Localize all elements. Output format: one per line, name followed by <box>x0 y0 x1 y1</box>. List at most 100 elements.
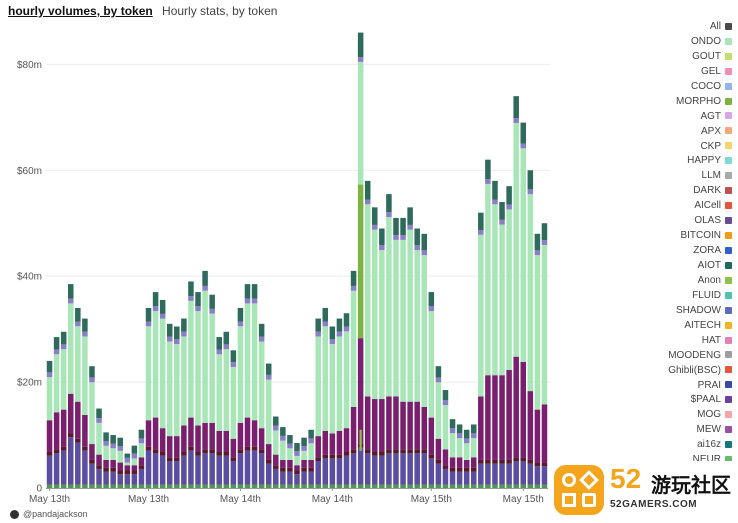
legend-item[interactable]: $PAAL <box>602 393 732 408</box>
bar-segment-prai <box>258 453 265 485</box>
legend-item[interactable]: MOG <box>602 408 732 423</box>
legend-item[interactable]: Ghibli(BSC) <box>602 364 732 379</box>
bar-segment-prai <box>308 471 314 485</box>
legend-item[interactable]: MEW <box>602 423 732 438</box>
bar-segment-ondo <box>159 318 166 429</box>
bar-segment-prai <box>478 463 484 485</box>
legend-label: GOUT <box>692 50 721 62</box>
bar-segment-aiot <box>386 194 392 213</box>
bar-segment-ondo <box>308 443 314 460</box>
legend-item[interactable]: All <box>602 20 732 35</box>
bar-segment-shadow <box>435 377 442 383</box>
bar-segment-aiot <box>513 96 519 119</box>
bar-segment-base <box>456 484 463 488</box>
bar-segment-paal <box>60 409 67 447</box>
bar-segment-prai <box>372 455 378 485</box>
bar-segment-dark <box>301 467 307 472</box>
bar-segment-dark <box>400 449 406 454</box>
bar-segment-base <box>315 484 321 488</box>
bar-segment-dark <box>131 470 138 475</box>
legend-item[interactable]: DARK <box>602 184 732 199</box>
bar-segment-ondo <box>287 448 293 460</box>
bar-segment-morpho <box>357 184 364 339</box>
legend-item[interactable]: ONDO <box>602 35 732 50</box>
chart-title-link[interactable]: hourly volumes, by token <box>8 4 153 18</box>
bar-segment-dark <box>471 467 477 472</box>
legend-item[interactable]: MORPHO <box>602 95 732 110</box>
bar-segment-base <box>145 484 152 488</box>
legend-label: MEW <box>696 424 721 436</box>
legend-item[interactable]: HAPPY <box>602 154 732 169</box>
bar-segment-shadow <box>110 443 116 449</box>
bar-segment-base <box>350 484 357 488</box>
bar-segment-shadow <box>138 438 145 444</box>
bar-segment-prai <box>492 463 498 485</box>
bar-segment-aiot <box>195 292 201 307</box>
bar-segment-base <box>110 484 116 488</box>
bar-segment-aiot <box>280 427 286 436</box>
bar-segment-paal <box>159 428 166 452</box>
bar-segment-prai <box>223 455 230 485</box>
bar-segment-ondo <box>152 311 159 418</box>
bar-segment-dark <box>110 467 116 472</box>
legend-item[interactable]: AIOT <box>602 259 732 274</box>
bar-segment-ondo <box>273 430 279 455</box>
legend-item[interactable]: AGT <box>602 110 732 125</box>
bar-segment-shadow <box>273 425 279 431</box>
legend-item[interactable]: AICell <box>602 199 732 214</box>
legend-item[interactable]: NEUR <box>602 453 732 468</box>
bar-segment-aiot <box>202 270 208 286</box>
y-tick-label: 0 <box>36 484 42 495</box>
bar-segment-paal <box>82 414 88 447</box>
bar-segment-paal <box>89 444 95 460</box>
legend-item[interactable]: Anon <box>602 274 732 289</box>
legend-item[interactable]: COCO <box>602 80 732 95</box>
bar-segment-aiot <box>273 416 279 426</box>
bar-segment-ondo <box>520 148 527 362</box>
bar-segment-prai <box>499 463 505 485</box>
x-tick-label: May 13th <box>128 494 169 505</box>
bar-segment-prai <box>230 460 237 485</box>
legend-item[interactable]: AITECH <box>602 319 732 334</box>
legend-item[interactable]: OLAS <box>602 214 732 229</box>
legend-item[interactable]: APX <box>602 125 732 140</box>
bar-segment-shadow <box>265 374 272 380</box>
bar-segment-aiot <box>138 429 145 439</box>
bar-segment-paal <box>364 396 371 450</box>
bar-segment-paal <box>110 459 116 468</box>
legend-item[interactable]: GOUT <box>602 50 732 65</box>
bar-segment-shadow <box>131 453 138 459</box>
bar-segment-prai <box>322 458 329 485</box>
bar-segment-base <box>485 484 491 488</box>
bar-segment-prai <box>421 453 428 485</box>
legend-item[interactable]: ZORA <box>602 244 732 259</box>
legend-item[interactable]: GEL <box>602 65 732 80</box>
bar-segment-base <box>541 484 548 488</box>
bar-segment-aiot <box>131 445 138 454</box>
bar-segment-paal <box>442 449 449 466</box>
bar-segment-base <box>400 484 406 488</box>
bar-segment-shadow <box>209 308 215 314</box>
chart-header: hourly volumes, by token Hourly stats, b… <box>8 4 277 20</box>
legend-item[interactable]: SHADOW <box>602 304 732 319</box>
legend-item[interactable]: MOODENG <box>602 349 732 364</box>
legend-item[interactable]: FLUID <box>602 289 732 304</box>
bar-segment-base <box>265 484 272 488</box>
legend-swatch <box>725 276 732 284</box>
legend-item[interactable]: BITCOIN <box>602 229 732 244</box>
legend-swatch <box>725 441 732 449</box>
bar-segment-shadow <box>534 250 541 256</box>
bar-segment-base <box>75 484 81 488</box>
legend-item[interactable]: PRAI <box>602 379 732 394</box>
bar-segment-ondo <box>82 336 88 415</box>
bar-segment-aiot <box>294 442 300 452</box>
bar-segment-prai <box>428 458 435 485</box>
legend-item[interactable]: LLM <box>602 169 732 184</box>
bar-segment-ondo <box>209 313 215 423</box>
legend-label: DARK <box>693 185 721 197</box>
legend-item[interactable]: CKP <box>602 140 732 155</box>
legend-item[interactable]: HAT <box>602 334 732 349</box>
legend-item[interactable]: ai16z <box>602 438 732 453</box>
y-tick-label: $40m <box>17 272 42 283</box>
author-avatar-icon <box>10 509 19 519</box>
